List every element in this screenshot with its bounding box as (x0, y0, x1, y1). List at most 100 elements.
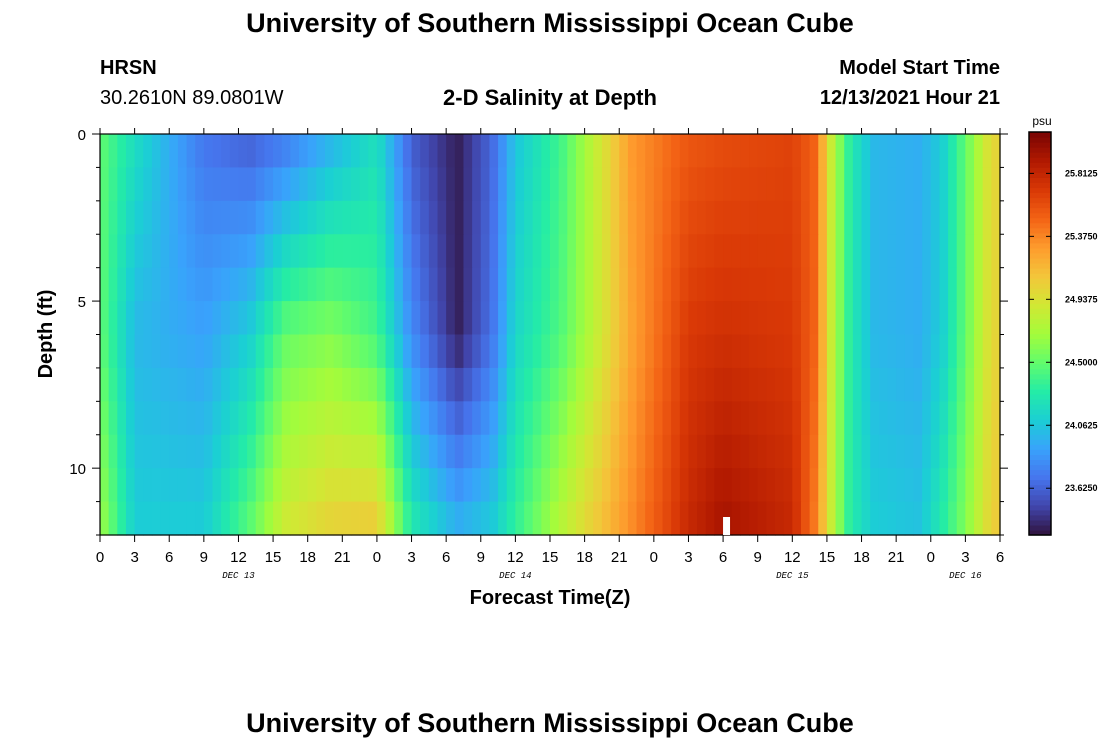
heatmap-cell (307, 200, 317, 235)
heatmap-cell (212, 200, 222, 235)
heatmap-cell (221, 301, 231, 336)
heatmap-cell (904, 167, 915, 202)
colorbar-segment (1029, 509, 1051, 516)
heatmap-cell (524, 501, 534, 536)
heatmap-cell (584, 200, 594, 235)
heatmap-cell (385, 401, 395, 436)
heatmap-cell (394, 200, 404, 235)
heatmap-cell (965, 234, 975, 269)
heatmap-cell (766, 134, 776, 169)
heatmap-cell (991, 501, 1001, 536)
heatmap-cell (506, 334, 516, 369)
heatmap-cell (290, 301, 300, 336)
heatmap-cell (350, 401, 361, 436)
heatmap-cell (203, 134, 214, 169)
heatmap-cell (870, 301, 880, 336)
heatmap-cell (627, 367, 638, 402)
heatmap-cell (264, 367, 274, 402)
heatmap-cell (307, 501, 317, 536)
heatmap-cell (281, 267, 291, 302)
heatmap-cell (454, 167, 465, 202)
heatmap-cell (108, 468, 118, 503)
heatmap-cell (636, 134, 646, 169)
colorbar-segment (1029, 393, 1051, 400)
heatmap-cell (229, 234, 240, 269)
heatmap-cell (930, 501, 941, 536)
heatmap-cell (420, 334, 430, 369)
heatmap-cell (800, 134, 811, 169)
heatmap-cell (437, 301, 447, 336)
heatmap-cell (653, 267, 664, 302)
heatmap-cell (359, 434, 369, 469)
heatmap-cell (195, 367, 205, 402)
heatmap-cell (350, 200, 361, 235)
heatmap-cell (601, 334, 612, 369)
heatmap-cell (325, 468, 335, 503)
heatmap-cell (818, 301, 828, 336)
heatmap-cell (125, 167, 136, 202)
heatmap-cell (428, 134, 439, 169)
heatmap-cell (454, 401, 465, 436)
heatmap-cell (991, 200, 1001, 235)
heatmap-cell (273, 234, 283, 269)
heatmap-cell (930, 468, 941, 503)
heatmap-cell (792, 234, 802, 269)
heatmap-cell (714, 367, 724, 402)
heatmap-cell (818, 434, 828, 469)
heatmap-cell (411, 301, 421, 336)
heatmap-cell (299, 134, 309, 169)
heatmap-cell (394, 267, 404, 302)
colorbar-segment (1029, 202, 1051, 209)
heatmap-cell (800, 334, 811, 369)
heatmap-cell (567, 334, 577, 369)
heatmap-cell (826, 434, 837, 469)
heatmap-cell (550, 234, 560, 269)
heatmap-cell (229, 167, 240, 202)
x-tick-label: 21 (334, 549, 351, 566)
heatmap-cell (731, 501, 741, 536)
heatmap-cell (420, 167, 430, 202)
heatmap-cell (169, 200, 179, 235)
heatmap-cell (203, 301, 214, 336)
heatmap-cell (307, 234, 317, 269)
heatmap-cell (532, 134, 542, 169)
heatmap-cell (229, 468, 240, 503)
heatmap-cell (575, 267, 586, 302)
heatmap-cell (463, 434, 473, 469)
heatmap-cell (922, 501, 932, 536)
heatmap-cell (948, 367, 958, 402)
heatmap-cell (255, 234, 266, 269)
heatmap-cell (575, 334, 586, 369)
heatmap-cell (169, 334, 179, 369)
heatmap-cell (575, 234, 586, 269)
heatmap-cell (653, 134, 664, 169)
heatmap-cell (835, 401, 845, 436)
heatmap-cell (532, 401, 542, 436)
heatmap-cell (307, 334, 317, 369)
heatmap-cell (108, 334, 118, 369)
heatmap-cell (610, 167, 620, 202)
heatmap-cell (922, 267, 932, 302)
heatmap-cell (783, 301, 793, 336)
colorbar-segment (1029, 308, 1051, 314)
x-tick-label: 12 (784, 549, 801, 566)
heatmap-cell (463, 234, 473, 269)
colorbar-segment (1029, 167, 1051, 173)
heatmap-cell (160, 434, 170, 469)
heatmap-cell (342, 468, 352, 503)
heatmap-cell (376, 234, 387, 269)
heatmap-cell (446, 167, 456, 202)
heatmap-cell (394, 367, 404, 402)
colorbar-segment (1029, 373, 1051, 380)
heatmap-cell (991, 134, 1001, 169)
heatmap-cell (437, 200, 447, 235)
heatmap-cell (731, 434, 741, 469)
heatmap-cell (195, 301, 205, 336)
heatmap-cell (402, 234, 413, 269)
heatmap-cell (852, 267, 863, 302)
heatmap-cell (930, 401, 941, 436)
heatmap-cell (264, 434, 274, 469)
colorbar-segment (1029, 454, 1051, 461)
colorbar-segment (1029, 288, 1051, 294)
heatmap-cell (541, 367, 551, 402)
